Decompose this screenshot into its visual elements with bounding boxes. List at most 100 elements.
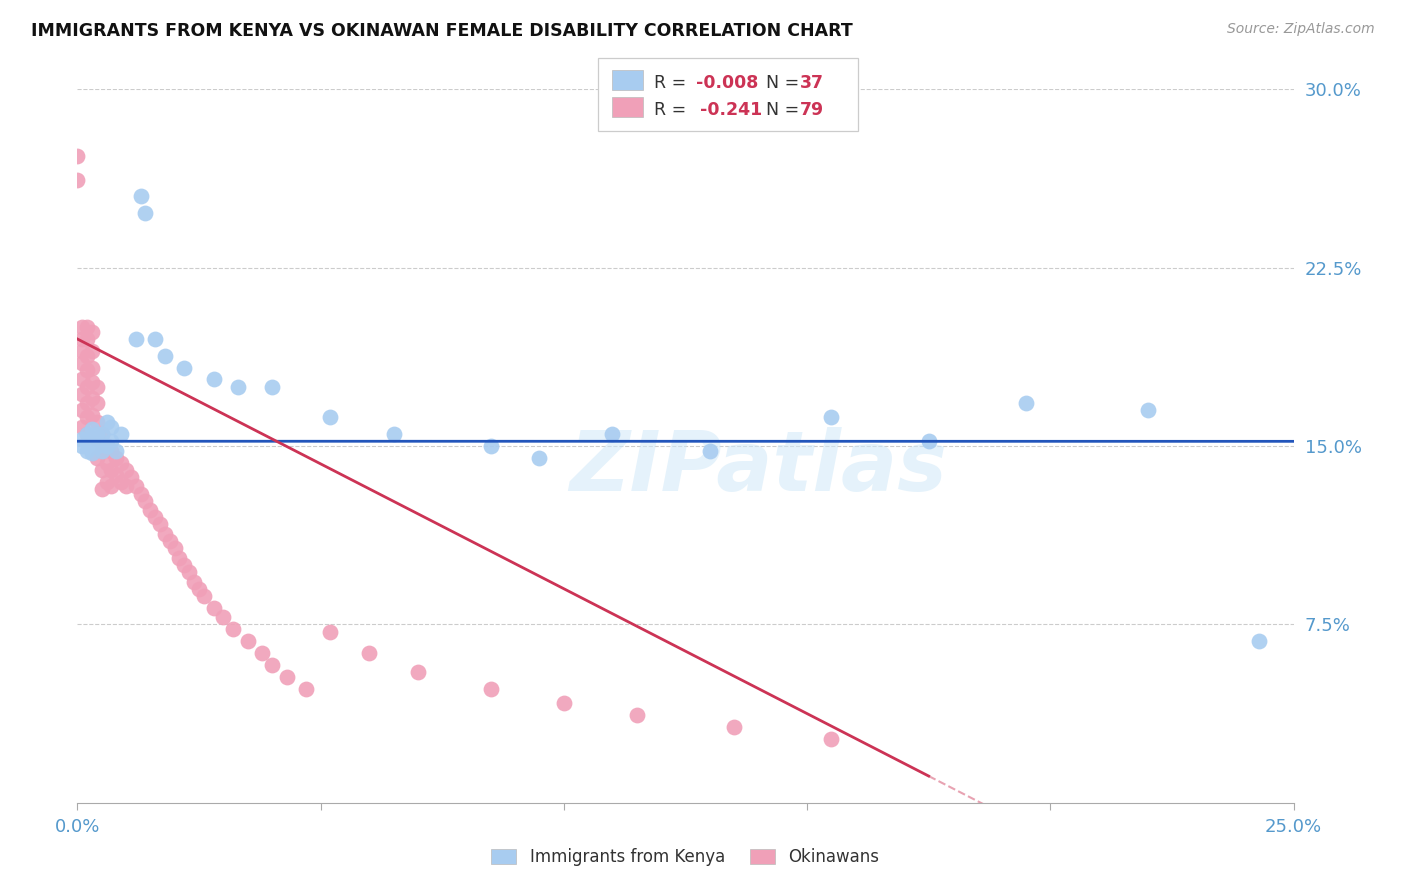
Point <box>66 172 89 186</box>
Point <box>250 646 273 660</box>
Point <box>479 681 502 696</box>
Point <box>149 517 172 532</box>
Text: ZIPatlas: ZIPatlas <box>569 427 948 508</box>
Point <box>100 479 122 493</box>
Point <box>222 622 245 636</box>
Text: -0.008: -0.008 <box>696 74 758 92</box>
Point <box>169 550 191 565</box>
Point <box>90 463 112 477</box>
Point <box>153 527 176 541</box>
Point <box>76 427 98 442</box>
Point <box>202 372 225 386</box>
Point <box>153 349 176 363</box>
Point <box>80 434 103 449</box>
Point <box>90 427 112 442</box>
Point <box>100 434 122 449</box>
Point <box>80 375 103 389</box>
Text: N =: N = <box>755 74 804 92</box>
Point <box>100 443 122 458</box>
Point <box>226 379 249 393</box>
Point <box>173 558 195 572</box>
Text: N =: N = <box>755 101 804 119</box>
Point <box>699 443 721 458</box>
Point <box>129 189 152 203</box>
Point <box>115 479 138 493</box>
Point <box>105 467 128 482</box>
Point <box>80 422 103 436</box>
Point <box>295 681 318 696</box>
Point <box>1015 396 1038 410</box>
Point <box>193 589 215 603</box>
Point <box>96 456 118 470</box>
Point <box>236 634 259 648</box>
Point <box>1136 403 1159 417</box>
Point <box>202 600 225 615</box>
Point <box>76 349 98 363</box>
Point <box>70 432 93 446</box>
Point <box>134 493 156 508</box>
Point <box>100 463 122 477</box>
Point <box>66 149 89 163</box>
Point <box>90 482 112 496</box>
Point <box>90 427 112 442</box>
Point <box>134 206 156 220</box>
Point <box>70 420 93 434</box>
Point <box>70 332 93 346</box>
Point <box>260 379 283 393</box>
Point <box>125 479 148 493</box>
Point <box>86 427 108 442</box>
Point <box>319 410 342 425</box>
Point <box>110 475 132 489</box>
Point <box>70 439 93 453</box>
Point <box>120 470 142 484</box>
Point <box>80 360 103 375</box>
Point <box>105 443 128 458</box>
Point <box>86 379 108 393</box>
Point <box>110 427 132 442</box>
Point <box>70 320 93 334</box>
Point <box>86 439 108 453</box>
Point <box>406 665 429 679</box>
Point <box>70 356 93 370</box>
Point <box>1249 634 1271 648</box>
Point <box>100 420 122 434</box>
Point <box>359 646 381 660</box>
Point <box>76 443 98 458</box>
Point <box>626 707 648 722</box>
Point <box>143 510 166 524</box>
Point <box>76 379 98 393</box>
Point <box>90 443 112 458</box>
Point <box>96 439 118 453</box>
Point <box>76 320 98 334</box>
Point <box>115 463 138 477</box>
Point <box>820 410 842 425</box>
Point <box>479 439 502 453</box>
Point <box>76 396 98 410</box>
Point <box>139 503 162 517</box>
Point <box>163 541 186 556</box>
Point <box>70 386 93 401</box>
Text: R =: R = <box>654 101 697 119</box>
Point <box>70 403 93 417</box>
Point <box>143 332 166 346</box>
Point <box>76 332 98 346</box>
Point <box>382 427 405 442</box>
Legend: Immigrants from Kenya, Okinawans: Immigrants from Kenya, Okinawans <box>485 842 886 873</box>
Point <box>80 446 103 460</box>
Text: IMMIGRANTS FROM KENYA VS OKINAWAN FEMALE DISABILITY CORRELATION CHART: IMMIGRANTS FROM KENYA VS OKINAWAN FEMALE… <box>31 22 852 40</box>
Point <box>212 610 235 624</box>
Point <box>80 392 103 406</box>
Point <box>129 486 152 500</box>
Point <box>820 731 842 746</box>
Point <box>86 396 108 410</box>
Text: -0.241: -0.241 <box>700 101 762 119</box>
Point <box>86 450 108 465</box>
Point <box>723 720 745 734</box>
Point <box>76 363 98 377</box>
Point <box>173 360 195 375</box>
Point <box>159 534 181 549</box>
Point <box>90 443 112 458</box>
Point <box>125 332 148 346</box>
Point <box>80 408 103 422</box>
Point <box>80 325 103 339</box>
